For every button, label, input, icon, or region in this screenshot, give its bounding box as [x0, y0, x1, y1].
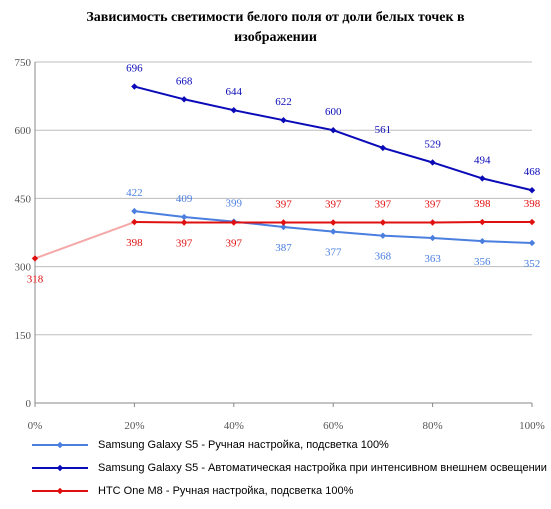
series-2-data-label: 561	[375, 124, 392, 136]
series-3-point	[31, 255, 39, 262]
y-tick-label: 450	[15, 193, 32, 205]
y-tick-label: 0	[26, 398, 32, 410]
x-tick-label: 100%	[519, 420, 545, 432]
series-3-data-label: 397	[375, 198, 392, 210]
series-3-data-label: 398	[126, 237, 143, 249]
series-2-data-label: 468	[524, 166, 541, 178]
x-tick-label: 40%	[224, 420, 244, 432]
series-1-data-label: 409	[176, 193, 193, 205]
series-3-point	[131, 218, 138, 226]
series-1-data-label: 363	[424, 253, 441, 265]
series-2-segment	[332, 129, 384, 149]
series-2-point	[528, 187, 536, 194]
series-3-point	[429, 219, 436, 226]
series-1-data-label: 368	[375, 251, 392, 263]
series-2-point	[280, 116, 287, 124]
series-2-point	[230, 106, 237, 114]
series-1-data-label: 356	[474, 256, 491, 268]
series-2-segment	[134, 85, 185, 101]
series-1-data-label: 377	[325, 247, 342, 259]
series-1-segment	[432, 236, 483, 243]
legend-swatch	[32, 441, 88, 449]
legend-swatch	[32, 487, 88, 495]
x-tick-label: 60%	[323, 420, 343, 432]
series-2-point	[479, 175, 486, 182]
series-3-point	[330, 219, 337, 226]
series-1-data-label: 399	[226, 198, 243, 210]
series-2-point	[330, 127, 337, 134]
series-1-point	[180, 213, 188, 221]
series-2-data-label: 600	[325, 106, 342, 118]
series-3-point	[280, 219, 287, 226]
series-3-data-label: 397	[424, 198, 441, 210]
series-2-point	[131, 83, 138, 90]
series-3-point	[230, 219, 237, 226]
series-2-data-label: 696	[126, 63, 143, 75]
series-3-segment	[34, 221, 135, 260]
series-2-data-label: 622	[275, 96, 292, 108]
series-1-point	[379, 232, 387, 239]
series-2-point	[180, 96, 188, 103]
series-1-segment	[134, 210, 185, 219]
x-tick-label: 20%	[124, 420, 144, 432]
series-3-point	[379, 219, 387, 226]
series-3-data-label: 318	[27, 273, 44, 285]
series-1-segment	[382, 234, 433, 239]
series-2-segment	[432, 161, 483, 180]
series-2-point	[429, 159, 436, 166]
series-3-data-label: 397	[176, 237, 193, 249]
series-3-data-label: 397	[275, 198, 292, 210]
series-1-segment	[333, 230, 383, 237]
legend-label: HTC One M8 - Ручная настройка, подсветка…	[98, 485, 354, 497]
chart-title-line-1: Зависимость светимости белого поля от до…	[86, 10, 465, 25]
series-1-segment	[283, 226, 334, 233]
y-tick-label: 300	[15, 262, 32, 274]
series-1-data-label: 387	[275, 242, 292, 254]
series-3-data-label: 397	[226, 237, 243, 249]
series-2-segment	[382, 146, 433, 164]
series-1-point	[280, 223, 287, 231]
series-2-segment	[233, 109, 284, 122]
series-3-point	[180, 219, 188, 226]
y-tick-label: 150	[15, 330, 32, 342]
legend-label: Samsung Galaxy S5 - Ручная настройка, по…	[98, 439, 389, 451]
series-3-data-label: 398	[524, 198, 541, 210]
series-2-data-label: 644	[226, 86, 243, 98]
series-1-point	[429, 234, 436, 242]
legend-swatch	[32, 464, 88, 472]
series-1-point	[330, 228, 337, 235]
series-1-segment	[184, 216, 234, 223]
series-1-point	[479, 237, 486, 245]
legend-label: Samsung Galaxy S5 - Автоматическая настр…	[98, 462, 547, 474]
chart-title: Зависимость светимости белого поля от до…	[0, 8, 551, 48]
series-1-data-label: 352	[524, 258, 541, 270]
series-1-data-label: 422	[126, 187, 143, 199]
series-2-segment	[183, 98, 235, 112]
y-tick-label: 600	[15, 125, 32, 137]
series-3-point	[479, 218, 486, 226]
series-2-data-label: 668	[176, 75, 193, 87]
series-2-data-label: 529	[424, 138, 441, 150]
series-3-point	[528, 218, 536, 226]
y-tick-label: 750	[15, 57, 32, 69]
series-1-point	[131, 207, 138, 215]
series-1-segment	[482, 240, 533, 244]
chart-title-line-2: изображении	[234, 30, 317, 45]
series-3-data-label: 397	[325, 198, 342, 210]
series-3-data-label: 398	[474, 198, 491, 210]
series-2-segment	[283, 119, 334, 132]
series-2-data-label: 494	[474, 154, 491, 166]
series-2-point	[379, 144, 387, 152]
series-2-segment	[482, 177, 533, 192]
x-tick-label: 80%	[423, 420, 443, 432]
x-tick-label: 0%	[28, 420, 43, 432]
series-1-point	[528, 239, 536, 247]
